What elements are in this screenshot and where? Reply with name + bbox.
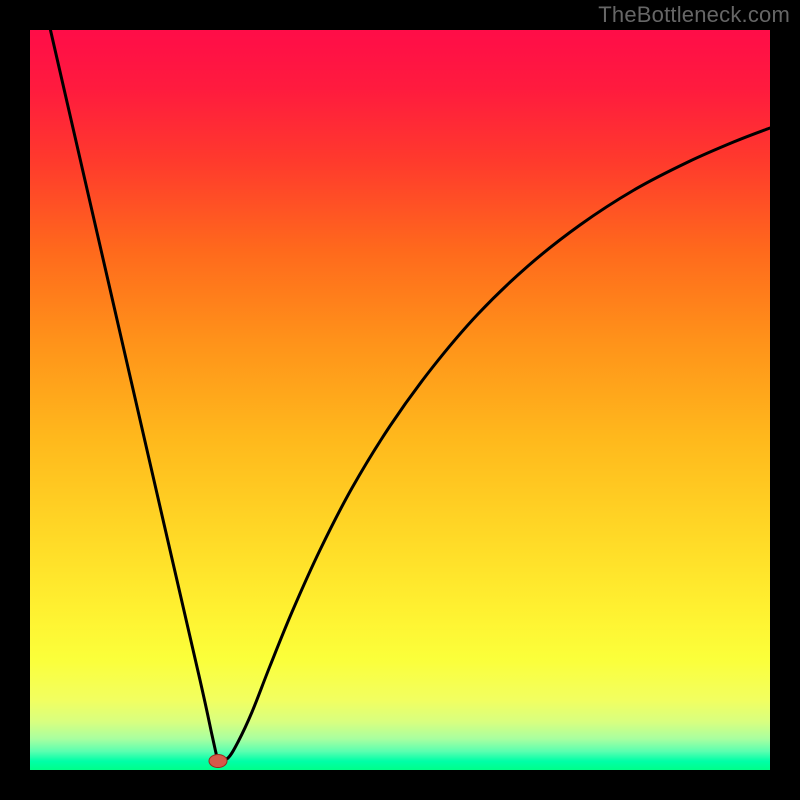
plot-area xyxy=(30,30,770,770)
chart-container: TheBottleneck.com xyxy=(0,0,800,800)
chart-svg xyxy=(0,0,800,800)
minimum-marker xyxy=(209,755,227,768)
watermark-label: TheBottleneck.com xyxy=(598,2,790,28)
